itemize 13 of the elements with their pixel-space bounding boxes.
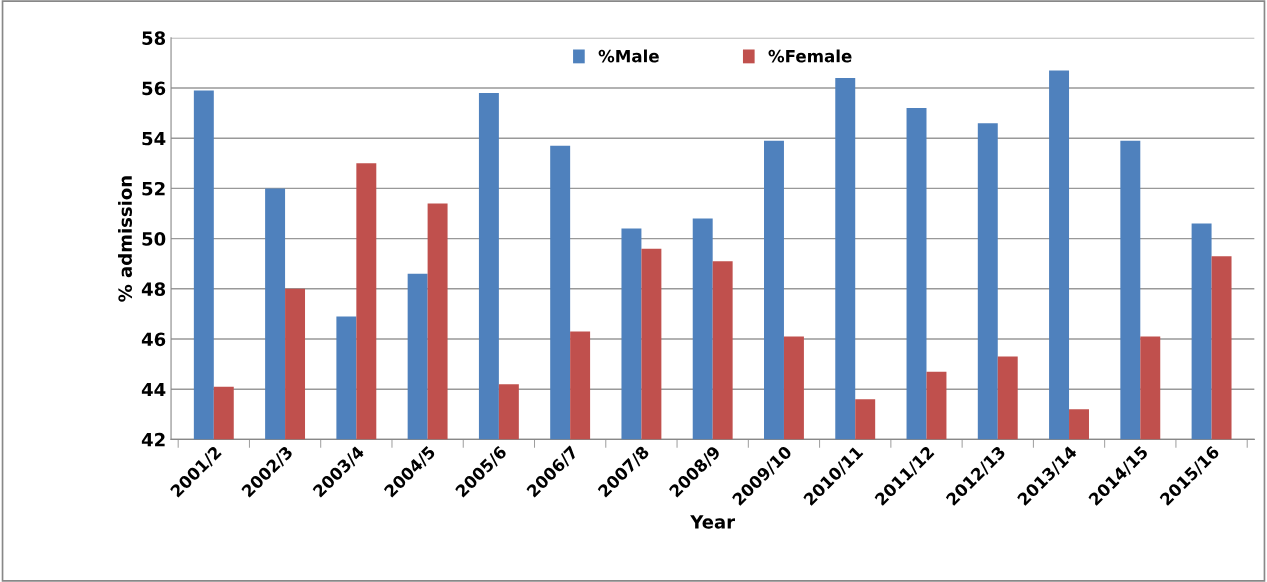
y-tick-label: 50	[142, 232, 166, 246]
y-tick-label: 58	[142, 31, 166, 45]
legend-label: %Male	[598, 49, 659, 63]
y-tick-label: 46	[141, 332, 166, 347]
x-axis-title: Year	[690, 515, 736, 529]
legend-label: %Female	[768, 49, 852, 63]
y-tick-label: 52	[142, 181, 165, 196]
y-axis-title: % admission	[118, 176, 132, 302]
y-tick-label: 56	[142, 81, 166, 96]
y-tick-label: 48	[141, 282, 166, 296]
y-tick-label: 42	[141, 432, 165, 447]
y-tick-label: 44	[141, 382, 166, 397]
y-tick-label: 54	[142, 131, 166, 146]
